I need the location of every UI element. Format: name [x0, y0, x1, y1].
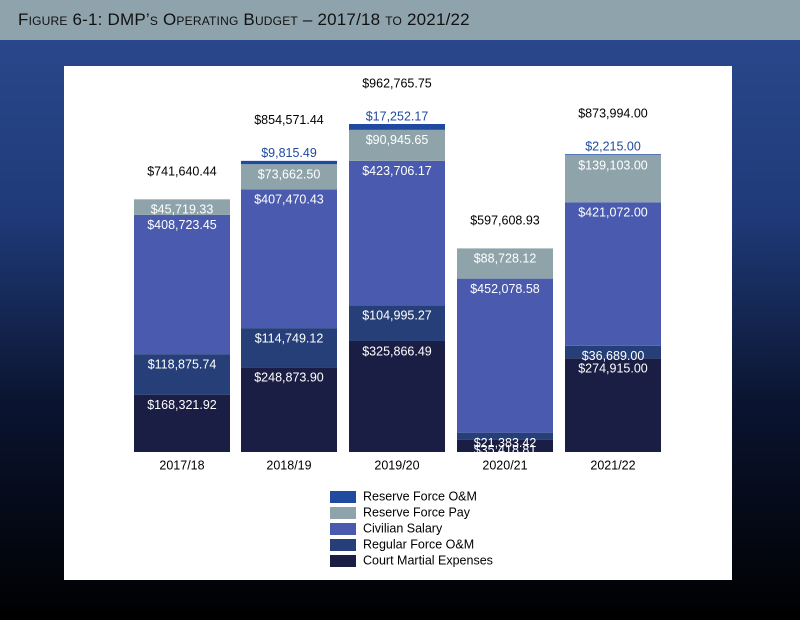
x-tick-label: 2018/19 [266, 458, 311, 472]
data-label: $118,875.74 [148, 357, 217, 371]
bar-segment [241, 189, 337, 329]
data-label: $9,815.49 [261, 146, 317, 160]
bar-segment [457, 248, 553, 279]
data-label: $168,321.92 [147, 398, 217, 412]
data-label: $139,103.00 [578, 158, 648, 172]
data-label: $21,383.42 [474, 436, 537, 450]
data-label: $45,719.33 [151, 203, 214, 217]
bar-segment [565, 154, 661, 203]
data-label: $452,078.58 [470, 282, 540, 296]
x-tick-label: 2019/20 [374, 458, 419, 472]
x-tick-label: 2017/18 [159, 458, 204, 472]
x-tick-label: 2021/22 [590, 458, 635, 472]
data-label: $114,749.12 [255, 331, 324, 345]
total-label: $854,571.44 [254, 113, 324, 127]
bar-segment [349, 305, 445, 341]
legend-label: Court Martial Expenses [363, 553, 493, 567]
legend-label: Reserve Force Pay [363, 505, 471, 519]
bar-segment [457, 432, 553, 440]
bar-segment [349, 129, 445, 161]
legend-label: Reserve Force O&M [363, 489, 477, 503]
legend-swatch [330, 507, 356, 519]
total-label: $873,994.00 [578, 107, 648, 121]
x-tick-label: 2020/21 [482, 458, 527, 472]
bar-segment [134, 199, 230, 215]
bar-segment [134, 354, 230, 395]
legend-label: Civilian Salary [363, 521, 443, 535]
data-label: $325,866.49 [362, 344, 432, 358]
bar-segment [457, 278, 553, 433]
total-label: $597,608.93 [470, 214, 540, 228]
legend-swatch [330, 523, 356, 535]
legend-swatch [330, 555, 356, 567]
data-label: $36,689.00 [582, 349, 645, 363]
bar-segment [349, 124, 445, 130]
data-label: $90,945.65 [366, 133, 429, 147]
bar-segment [565, 358, 661, 452]
legend-swatch [330, 491, 356, 503]
chart-panel: $168,321.92 $118,875.74 $408,723.45 $45,719… [64, 66, 732, 580]
data-label: $104,995.27 [362, 309, 432, 323]
data-label: $408,723.45 [147, 218, 217, 232]
bar-segment [349, 340, 445, 452]
data-label: $17,252.17 [366, 109, 429, 123]
chart: $168,321.92 $118,875.74 $408,723.45$45,719… [134, 76, 661, 567]
data-label: $88,728.12 [474, 252, 537, 266]
data-label: $2,215.00 [585, 140, 641, 154]
bar-segment [565, 345, 661, 359]
bar-segment [349, 160, 445, 306]
total-label: $741,640.44 [147, 165, 217, 179]
bar-segment [565, 202, 661, 346]
data-label: $423,706.17 [362, 164, 432, 178]
legend-swatch [330, 539, 356, 551]
data-label: $248,873.90 [254, 371, 324, 385]
bar-segment [134, 214, 230, 355]
data-label: $274,915.00 [578, 362, 648, 376]
bar-segment [457, 439, 553, 452]
bar-segment [241, 328, 337, 368]
title-bar: Figure 6-1: DMP’s Operating Budget – 201… [0, 0, 800, 40]
bar-segment [134, 394, 230, 452]
bar-segment [241, 160, 337, 165]
total-label: $962,765.75 [362, 76, 432, 90]
bar-segment [241, 367, 337, 452]
data-label: $421,072.00 [578, 206, 648, 220]
chart-title: Figure 6-1: DMP’s Operating Budget – 201… [18, 10, 470, 29]
bar-segment [565, 154, 661, 155]
data-label: $73,662.50 [258, 168, 321, 182]
legend-label: Regular Force O&M [363, 537, 474, 551]
bar-segment [241, 164, 337, 190]
data-label: $407,470.43 [254, 193, 324, 207]
data-label: $35,418.81 [474, 443, 537, 457]
